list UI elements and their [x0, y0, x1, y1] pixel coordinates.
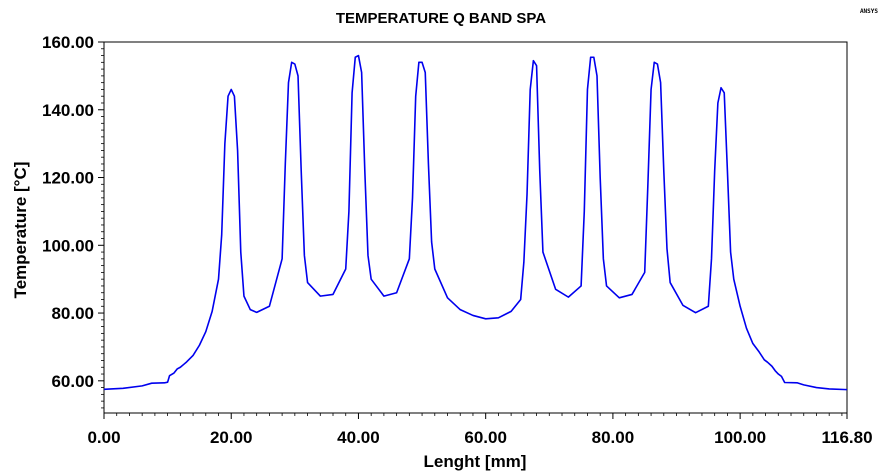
ansys-brand-label: ANSYS [860, 8, 878, 15]
y-tick-label: 60.00 [51, 372, 94, 391]
y-tick-label: 80.00 [51, 304, 94, 323]
y-tick-label: 140.00 [42, 101, 94, 120]
y-minor-ticks [101, 48, 104, 409]
y-tick-label: 100.00 [42, 236, 94, 255]
y-axis-ticks: 60.00 80.00 100.00 120.00 140.00 160.00 [42, 33, 104, 391]
chart-title: TEMPERATURE Q BAND SPA [336, 10, 546, 27]
x-tick-label: 20.00 [210, 428, 253, 447]
x-tick-label: 80.00 [592, 428, 635, 447]
x-axis-ticks: 0.00 20.00 40.00 60.00 80.00 100.00 116.80 [87, 413, 873, 447]
x-minor-ticks [116, 413, 843, 416]
plot-frame [103, 41, 848, 414]
x-tick-label: 40.00 [337, 428, 380, 447]
temperature-series-line [103, 54, 848, 391]
x-tick-label: 0.00 [87, 428, 120, 447]
x-tick-label: 116.80 [821, 428, 872, 447]
y-tick-label: 160.00 [42, 33, 94, 52]
x-tick-label: 60.00 [464, 428, 507, 447]
x-axis-label: Lenght [mm] [424, 452, 527, 471]
y-axis-label: Temperature [°C] [11, 162, 30, 299]
x-tick-label: 100.00 [714, 428, 766, 447]
y-tick-label: 120.00 [42, 169, 94, 188]
